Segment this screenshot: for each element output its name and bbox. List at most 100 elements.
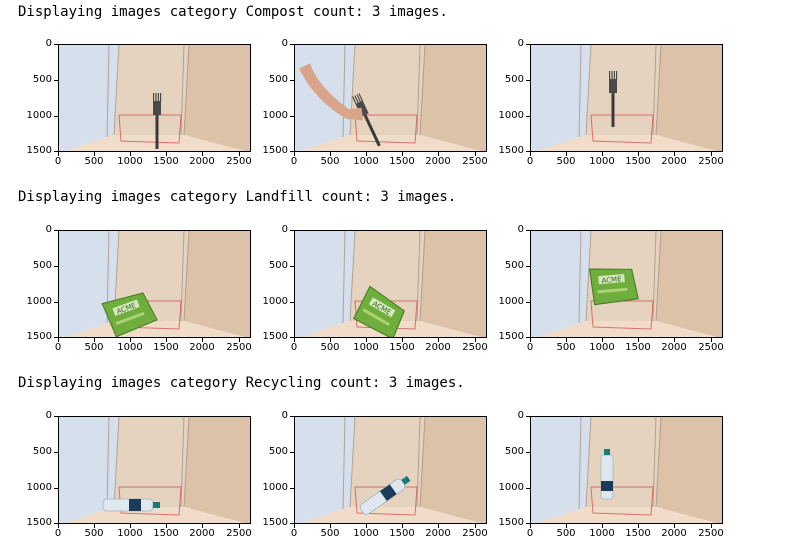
x-tick-mark xyxy=(530,338,531,342)
x-tick-label: 500 xyxy=(556,342,576,353)
image-panel: 0 500 1000 1500 0 500 1000 1500 2000 2500 xyxy=(27,410,252,539)
x-tick-mark xyxy=(166,338,167,342)
x-tick-label: 1500 xyxy=(389,156,415,167)
y-tick-mark xyxy=(54,116,58,117)
y-tick-mark xyxy=(290,151,294,152)
image-frame: ACME xyxy=(294,230,487,338)
y-tick-label: 1000 xyxy=(26,296,52,307)
y-tick-mark xyxy=(526,416,530,417)
x-tick-mark xyxy=(58,524,59,528)
x-tick-label: 2500 xyxy=(698,342,724,353)
y-tick-mark xyxy=(526,337,530,338)
x-tick-mark xyxy=(94,524,95,528)
x-tick-mark xyxy=(330,152,331,156)
y-tick-mark xyxy=(54,80,58,81)
y-tick-mark xyxy=(290,44,294,45)
image-frame: ACME xyxy=(530,230,723,338)
fork-object xyxy=(609,71,618,127)
y-tick-label: 0 xyxy=(281,410,288,421)
y-tick-label: 1000 xyxy=(26,482,52,493)
y-tick-label: 1000 xyxy=(262,482,288,493)
x-tick-mark xyxy=(711,338,712,342)
y-tick-label: 0 xyxy=(45,410,52,421)
y-tick-mark xyxy=(526,151,530,152)
x-tick-label: 1500 xyxy=(625,528,651,539)
x-tick-label: 1000 xyxy=(353,528,379,539)
x-tick-mark xyxy=(366,152,367,156)
x-tick-mark xyxy=(294,152,295,156)
x-tick-mark xyxy=(166,152,167,156)
x-tick-mark xyxy=(130,524,131,528)
x-tick-label: 500 xyxy=(320,156,340,167)
image-frame xyxy=(58,44,251,152)
x-tick-label: 2500 xyxy=(462,156,488,167)
image-panel: ACME 0 500 1000 1500 0 500 1000 1500 2000 2500 xyxy=(27,224,252,353)
photo-image xyxy=(531,45,722,151)
x-tick-label: 500 xyxy=(84,342,104,353)
x-tick-label: 2000 xyxy=(661,528,687,539)
y-tick-label: 1500 xyxy=(262,331,288,342)
y-tick-mark xyxy=(290,116,294,117)
image-frame: ACME xyxy=(58,230,251,338)
x-tick-label: 500 xyxy=(84,156,104,167)
y-tick-label: 0 xyxy=(281,38,288,49)
x-tick-label: 2000 xyxy=(189,156,215,167)
x-tick-label: 500 xyxy=(320,342,340,353)
y-tick-label: 1000 xyxy=(26,110,52,121)
x-tick-label: 1000 xyxy=(589,156,615,167)
y-tick-mark xyxy=(526,488,530,489)
y-tick-mark xyxy=(54,337,58,338)
x-tick-mark xyxy=(711,152,712,156)
x-tick-label: 1000 xyxy=(117,528,143,539)
x-tick-label: 500 xyxy=(556,156,576,167)
photo-image xyxy=(59,417,250,523)
y-tick-mark xyxy=(54,523,58,524)
image-panel: 0 500 1000 1500 0 500 1000 1500 2000 2500 xyxy=(499,410,724,539)
y-tick-label: 1500 xyxy=(26,517,52,528)
x-tick-mark xyxy=(602,524,603,528)
y-tick-mark xyxy=(54,452,58,453)
x-tick-mark xyxy=(475,338,476,342)
x-tick-mark xyxy=(674,338,675,342)
x-tick-mark xyxy=(202,524,203,528)
x-tick-label: 500 xyxy=(556,528,576,539)
x-tick-label: 1000 xyxy=(589,528,615,539)
x-tick-label: 0 xyxy=(526,156,534,167)
x-tick-mark xyxy=(711,524,712,528)
y-tick-label: 500 xyxy=(268,74,288,85)
y-tick-mark xyxy=(290,488,294,489)
x-tick-label: 1000 xyxy=(117,342,143,353)
x-tick-label: 1500 xyxy=(625,342,651,353)
y-tick-label: 1500 xyxy=(262,145,288,156)
x-tick-mark xyxy=(402,152,403,156)
image-frame xyxy=(294,44,487,152)
y-tick-mark xyxy=(526,452,530,453)
x-tick-mark xyxy=(638,338,639,342)
y-tick-mark xyxy=(54,44,58,45)
x-tick-label: 1000 xyxy=(353,156,379,167)
x-tick-mark xyxy=(202,152,203,156)
x-tick-label: 500 xyxy=(84,528,104,539)
y-tick-mark xyxy=(54,230,58,231)
y-tick-label: 500 xyxy=(268,446,288,457)
photo-image xyxy=(59,45,250,151)
fork-object xyxy=(153,93,162,149)
row-heading-landfill: Displaying images category Landfill coun… xyxy=(18,189,457,205)
y-tick-label: 1500 xyxy=(498,331,524,342)
y-tick-label: 1500 xyxy=(262,517,288,528)
x-tick-mark xyxy=(202,338,203,342)
y-tick-label: 1500 xyxy=(26,145,52,156)
y-tick-mark xyxy=(526,44,530,45)
x-tick-label: 2500 xyxy=(226,528,252,539)
x-tick-mark xyxy=(674,524,675,528)
y-tick-label: 500 xyxy=(32,74,52,85)
y-tick-label: 0 xyxy=(45,224,52,235)
x-tick-mark xyxy=(530,524,531,528)
x-tick-label: 0 xyxy=(54,528,62,539)
x-tick-label: 2500 xyxy=(462,528,488,539)
x-tick-mark xyxy=(530,152,531,156)
x-tick-mark xyxy=(638,524,639,528)
x-tick-mark xyxy=(130,152,131,156)
y-tick-label: 0 xyxy=(517,38,524,49)
photo-image xyxy=(295,417,486,523)
